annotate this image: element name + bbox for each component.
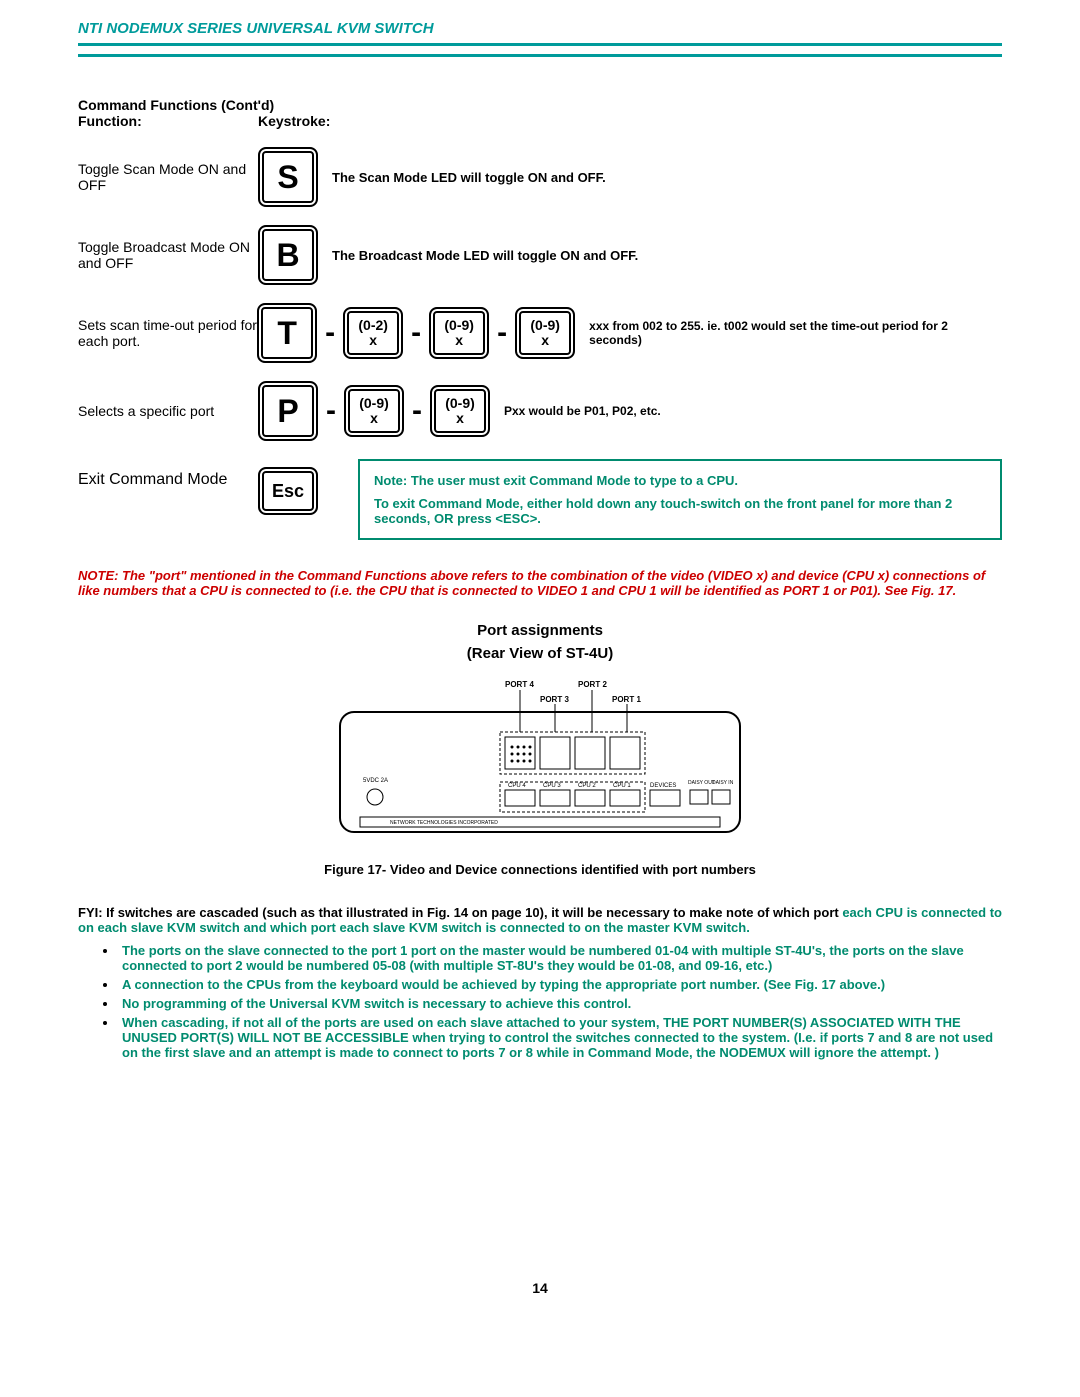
- row-port: Selects a specific port P - (0-9) x - (0…: [78, 381, 1002, 441]
- lbl-company: NETWORK TECHNOLOGIES INCORPORATED: [390, 820, 498, 826]
- row-broadcast: Toggle Broadcast Mode ON and OFF B The B…: [78, 225, 1002, 285]
- bullet-item: The ports on the slave connected to the …: [118, 943, 1002, 973]
- col-header-function: Function:: [78, 113, 258, 129]
- lbl-dc: 5VDC 2A: [363, 778, 388, 784]
- fyi-black: FYI: If switches are cascaded (such as t…: [78, 905, 839, 920]
- lbl-port4: PORT 4: [505, 680, 534, 689]
- func-timeout: Sets scan time-out period for each port.: [78, 317, 257, 349]
- lbl-devices: DEVICES: [650, 783, 676, 789]
- lbl-cpu1: CPU 1: [613, 783, 631, 789]
- diagram-title2: (Rear View of ST-4U): [78, 645, 1002, 662]
- key-digit-x: x: [541, 333, 549, 348]
- diagram-title1: Port assignments: [78, 622, 1002, 639]
- key-s: S: [258, 147, 318, 207]
- desc-scan: The Scan Mode LED will toggle ON and OFF…: [332, 170, 606, 185]
- key-digit-t3: (0-9) x: [515, 307, 575, 359]
- note-box: Note: The user must exit Command Mode to…: [358, 459, 1002, 540]
- key-digit-x: x: [370, 411, 378, 426]
- desc-timeout: xxx from 002 to 255. ie. t002 would set …: [589, 319, 1002, 347]
- dash-icon: -: [411, 316, 421, 350]
- desc-broadcast: The Broadcast Mode LED will toggle ON an…: [332, 248, 638, 263]
- func-broadcast: Toggle Broadcast Mode ON and OFF: [78, 239, 258, 271]
- key-digit-range: (0-9): [359, 396, 389, 411]
- lbl-cpu3: CPU 3: [543, 783, 561, 789]
- section-title: Command Functions (Cont'd): [78, 97, 1002, 113]
- note-line2: To exit Command Mode, either hold down a…: [374, 496, 986, 526]
- bullet-list: The ports on the slave connected to the …: [118, 943, 1002, 1060]
- key-digit-range: (0-9): [530, 318, 560, 333]
- key-digit-t1: (0-2) x: [343, 307, 403, 359]
- key-digit-x: x: [456, 411, 464, 426]
- key-digit-range: (0-2): [358, 318, 388, 333]
- bullet-item: When cascading, if not all of the ports …: [118, 1015, 1002, 1060]
- func-port: Selects a specific port: [78, 403, 258, 419]
- key-digit-x: x: [369, 333, 377, 348]
- key-esc: Esc: [258, 467, 318, 515]
- row-timeout: Sets scan time-out period for each port.…: [78, 303, 1002, 363]
- diagram-area: Port assignments (Rear View of ST-4U) PO…: [78, 622, 1002, 877]
- lbl-port1: PORT 1: [612, 695, 641, 704]
- dash-icon: -: [412, 394, 422, 428]
- col-header-keystroke: Keystroke:: [258, 113, 330, 129]
- key-b: B: [258, 225, 318, 285]
- key-digit-range: (0-9): [445, 396, 475, 411]
- lbl-daisy-out: DAISY OUT: [688, 780, 715, 786]
- diagram-caption: Figure 17- Video and Device connections …: [78, 862, 1002, 877]
- row-scan: Toggle Scan Mode ON and OFF S The Scan M…: [78, 147, 1002, 207]
- page-number: 14: [78, 1280, 1002, 1296]
- note-line1: Note: The user must exit Command Mode to…: [374, 473, 986, 488]
- lbl-daisy-in: DAISY IN: [712, 780, 734, 786]
- desc-port: Pxx would be P01, P02, etc.: [504, 404, 661, 418]
- key-digit-t2: (0-9) x: [429, 307, 489, 359]
- red-note: NOTE: The "port" mentioned in the Comman…: [78, 568, 1002, 598]
- page-header-title: NTI NODEMUX SERIES UNIVERSAL KVM SWITCH: [78, 20, 1002, 37]
- bullet-item: No programming of the Universal KVM swit…: [118, 996, 1002, 1011]
- rear-panel-diagram: PORT 4 PORT 2 PORT 3 PORT 1: [330, 672, 750, 852]
- bullet-item: A connection to the CPUs from the keyboa…: [118, 977, 1002, 992]
- func-exit: Exit Command Mode: [78, 459, 258, 515]
- func-scan: Toggle Scan Mode ON and OFF: [78, 161, 258, 193]
- key-p: P: [258, 381, 318, 441]
- dash-icon: -: [326, 394, 336, 428]
- lbl-port2: PORT 2: [578, 680, 607, 689]
- dash-icon: -: [325, 316, 335, 350]
- lbl-cpu2: CPU 2: [578, 783, 596, 789]
- lbl-port3: PORT 3: [540, 695, 569, 704]
- column-headers: Function: Keystroke:: [78, 113, 1002, 129]
- dash-icon: -: [497, 316, 507, 350]
- fyi-paragraph: FYI: If switches are cascaded (such as t…: [78, 905, 1002, 935]
- key-digit-p1: (0-9) x: [344, 385, 404, 437]
- key-digit-range: (0-9): [444, 318, 474, 333]
- key-digit-p2: (0-9) x: [430, 385, 490, 437]
- key-t: T: [257, 303, 317, 363]
- lbl-cpu4: CPU 4: [508, 783, 526, 789]
- key-digit-x: x: [455, 333, 463, 348]
- header-divider: [78, 43, 1002, 57]
